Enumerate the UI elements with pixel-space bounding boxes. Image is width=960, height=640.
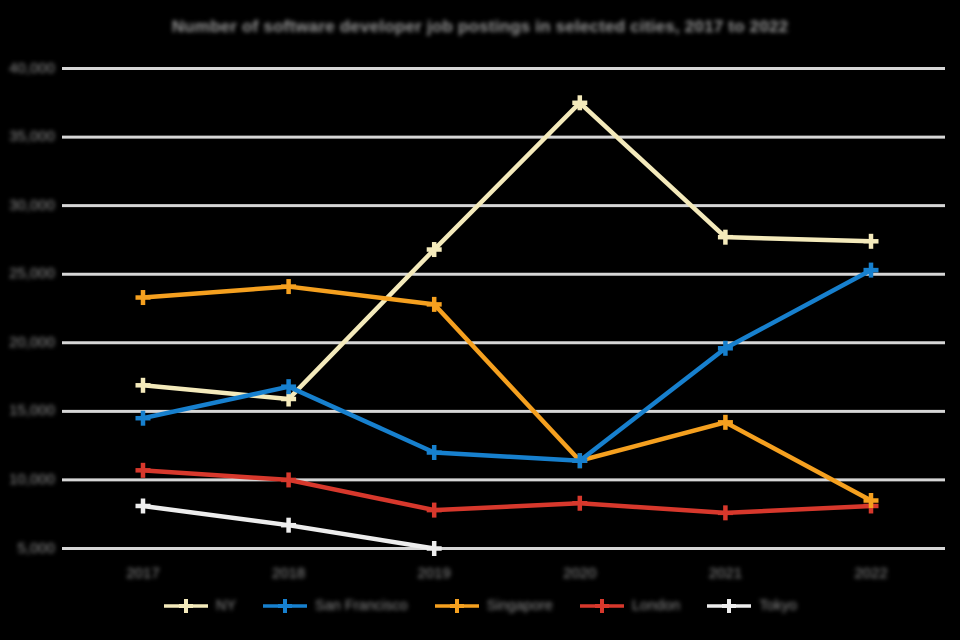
legend-item-ny: NY bbox=[163, 597, 236, 615]
series-san-francisco bbox=[135, 262, 879, 469]
y-tick-label: 15,000 bbox=[9, 402, 55, 420]
y-tick-label: 20,000 bbox=[9, 333, 55, 351]
x-tick-label: 2021 bbox=[708, 565, 743, 582]
x-tick-label: 2022 bbox=[854, 565, 888, 582]
chart-title: Number of software developer job posting… bbox=[171, 17, 789, 36]
series-london bbox=[135, 462, 879, 521]
legend-line-plus-marker-icon bbox=[263, 599, 308, 613]
legend-item-london: London bbox=[579, 597, 680, 615]
x-tick-label: 2017 bbox=[126, 565, 160, 582]
legend-line-plus-marker-icon bbox=[579, 599, 624, 613]
y-tick-label: 30,000 bbox=[9, 196, 55, 214]
legend-item-singapore: Singapore bbox=[434, 597, 553, 615]
series-tokyo bbox=[135, 498, 442, 556]
legend-item-san-francisco: San Francisco bbox=[262, 597, 408, 615]
legend-label: Tokyo bbox=[759, 598, 798, 614]
series-line bbox=[142, 100, 872, 402]
x-tick-label: 2018 bbox=[271, 565, 306, 582]
y-tick-label: 25,000 bbox=[9, 265, 55, 283]
legend-item-tokyo: Tokyo bbox=[706, 597, 797, 615]
legend-label: NY bbox=[215, 598, 237, 614]
series-line bbox=[142, 468, 872, 516]
series-line bbox=[142, 268, 873, 463]
y-tick-label: 10,000 bbox=[9, 470, 55, 488]
legend-label: San Francisco bbox=[315, 598, 408, 614]
series-line bbox=[142, 284, 873, 503]
legend-label: London bbox=[631, 598, 681, 614]
x-tick-label: 2019 bbox=[417, 565, 451, 582]
x-tick-label: 2020 bbox=[563, 565, 597, 582]
y-tick-label: 35,000 bbox=[9, 128, 55, 146]
legend-label: Singapore bbox=[486, 598, 553, 614]
legend-line-plus-marker-icon bbox=[163, 599, 208, 613]
series-ny bbox=[135, 95, 879, 407]
legend-line-plus-marker-icon bbox=[434, 599, 479, 613]
legend: NY San Francisco Singapore London Tokyo bbox=[0, 597, 960, 615]
y-tick-label: 40,000 bbox=[9, 59, 55, 77]
y-tick-label: 5,000 bbox=[17, 539, 55, 557]
legend-line-plus-marker-icon bbox=[707, 599, 752, 613]
